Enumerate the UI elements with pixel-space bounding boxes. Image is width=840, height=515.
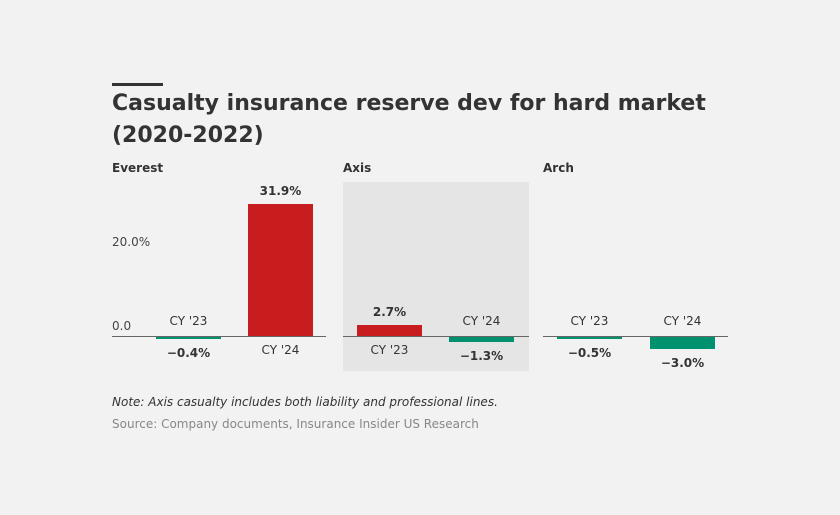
chart-source: Source: Company documents, Insurance Ins… <box>112 417 479 431</box>
zero-baseline <box>343 336 529 337</box>
chart-note: Note: Axis casualty includes both liabil… <box>112 395 498 409</box>
category-label: CY '23 <box>370 343 409 357</box>
bar-everest-1 <box>248 203 313 336</box>
bar-axis-1 <box>449 337 514 343</box>
bar-arch-1 <box>650 337 715 350</box>
bar-everest-0 <box>156 337 221 339</box>
data-label: 31.9% <box>259 183 302 198</box>
bar-axis-0 <box>357 324 422 336</box>
category-label: CY '24 <box>663 314 702 328</box>
zero-baseline <box>543 336 728 337</box>
chart-title: Casualty insurance reserve dev for hard … <box>112 91 706 148</box>
y-tick-label: 20.0% <box>112 235 151 250</box>
data-label: −0.5% <box>567 346 612 361</box>
data-label: −1.3% <box>459 349 504 364</box>
panel-title: Everest <box>112 161 164 175</box>
panel-title: Axis <box>343 161 372 175</box>
category-label: CY '24 <box>462 314 501 328</box>
category-label: CY '23 <box>570 314 609 328</box>
category-label: CY '23 <box>169 314 208 328</box>
data-label: −0.4% <box>166 346 211 360</box>
data-label: −3.0% <box>660 356 705 371</box>
bar-arch-0 <box>557 337 622 340</box>
data-label: 2.7% <box>372 304 407 319</box>
y-tick-label: 0.0 <box>112 319 132 333</box>
title-rule <box>112 83 163 86</box>
zero-baseline <box>112 336 326 337</box>
category-label: CY '24 <box>261 343 300 357</box>
panel-title: Arch <box>543 161 574 175</box>
